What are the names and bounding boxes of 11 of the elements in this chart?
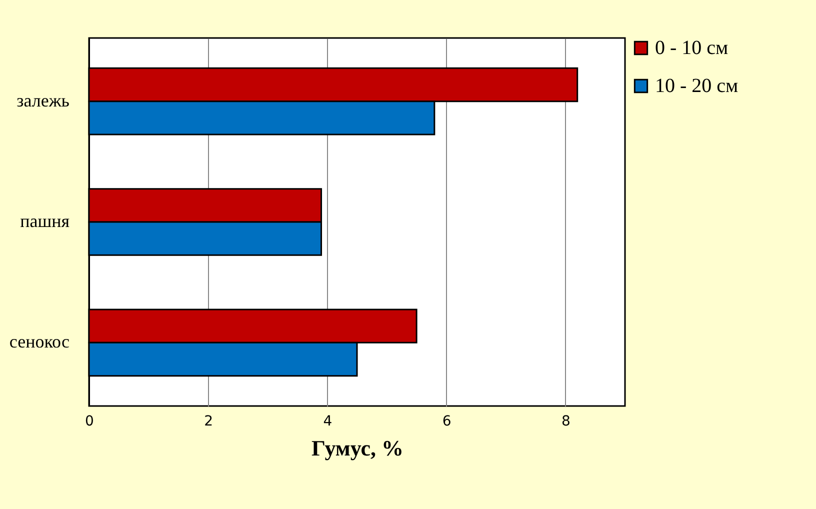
x-tick-label: 2: [204, 414, 214, 430]
x-tick-label: 6: [442, 414, 452, 430]
y-tick-label: залежь: [16, 90, 70, 110]
legend-label: 0 - 10 см: [655, 37, 729, 59]
y-tick-label: сенокос: [9, 332, 70, 352]
x-tick-label: 0: [85, 414, 94, 430]
x-axis-title: Гумус, %: [312, 436, 404, 460]
x-tick-label: 8: [561, 414, 570, 430]
legend-label: 10 - 20 см: [655, 75, 739, 97]
x-tick-label: 4: [323, 414, 332, 430]
y-tick-label: пашня: [20, 211, 70, 231]
